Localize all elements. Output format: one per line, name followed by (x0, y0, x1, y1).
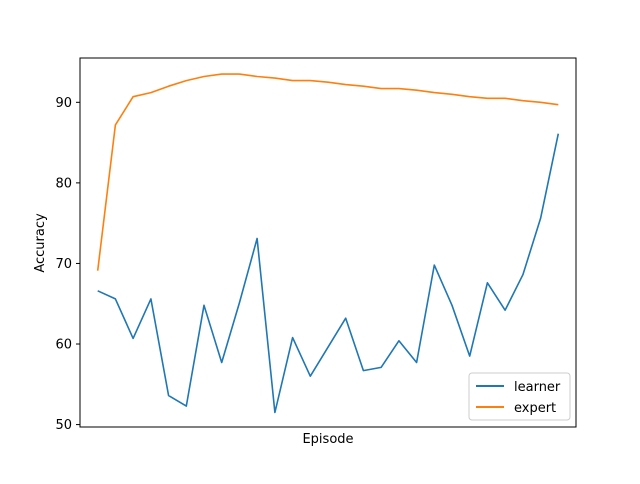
legend-label-expert: expert (514, 401, 556, 416)
y-tick-label: 50 (55, 418, 72, 433)
legend: learner expert (468, 372, 571, 421)
legend-label-learner: learner (514, 380, 561, 395)
plot-frame (79, 57, 577, 428)
y-tick-label: 60 (55, 338, 72, 353)
y-tick-label: 70 (55, 257, 72, 272)
plot-lines (96, 73, 560, 414)
x-axis-label: Episode (302, 432, 353, 447)
y-axis: 50 60 70 80 90 (55, 96, 80, 433)
y-axis-label: Accuracy (33, 213, 48, 273)
legend-frame (468, 372, 571, 421)
y-tick-label: 80 (55, 176, 72, 191)
y-tick-label: 90 (55, 96, 72, 111)
series-line-expert (96, 73, 559, 271)
series-line-learner (97, 133, 560, 414)
